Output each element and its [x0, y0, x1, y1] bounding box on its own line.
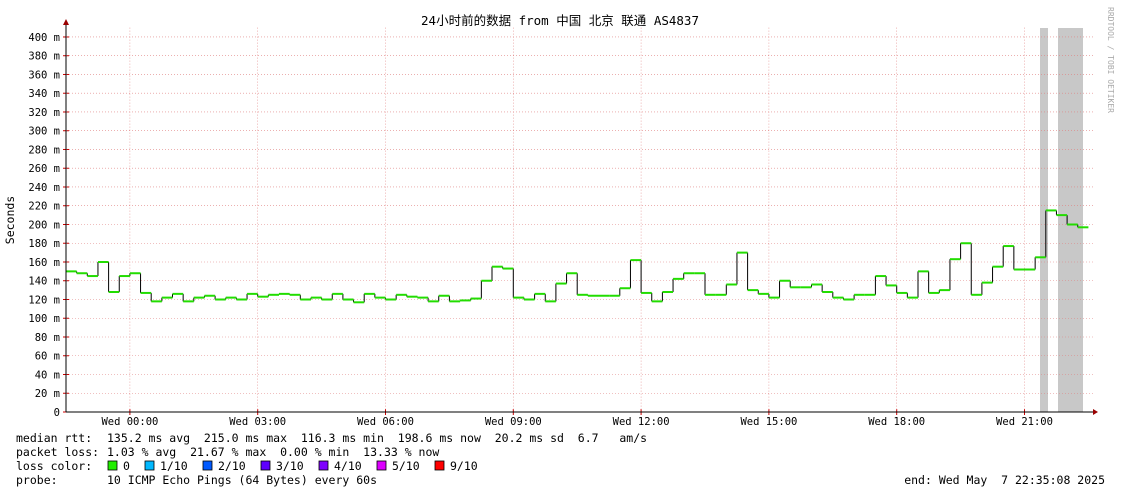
y-tick-label: 380 m [28, 51, 60, 63]
stat-text: 135.2 ms avg 215.0 ms max 116.3 ms min 1… [107, 431, 647, 445]
legend-entry: 1/10 [160, 459, 188, 473]
legend-swatch [376, 460, 387, 471]
x-tick-label: Wed 21:00 [996, 416, 1053, 428]
x-tick-label: Wed 12:00 [613, 416, 670, 428]
x-tick-label: Wed 15:00 [740, 416, 797, 428]
x-tick-label: Wed 00:00 [101, 416, 158, 428]
stat-text: 1.03 % avg 21.67 % max 0.00 % min 13.33 … [107, 445, 439, 459]
y-tick-label: 100 m [28, 313, 60, 325]
y-tick-label: 320 m [28, 107, 60, 119]
y-tick-label: 120 m [28, 294, 60, 306]
smoke-block [1058, 28, 1083, 412]
y-tick-label: 20 m [35, 388, 60, 400]
y-tick-label: 180 m [28, 238, 60, 250]
legend-swatch [434, 460, 445, 471]
legend-entry: 2/10 [218, 459, 246, 473]
legend-entry: 3/10 [276, 459, 304, 473]
y-tick-label: 300 m [28, 126, 60, 138]
watermark: RRDTOOL / TOBI OETIKER [1106, 7, 1115, 113]
y-tick-label: 80 m [35, 332, 60, 344]
legend-swatch [202, 460, 213, 471]
y-axis-label: Seconds [3, 196, 17, 244]
x-tick-label: Wed 06:00 [357, 416, 414, 428]
y-tick-label: 400 m [28, 32, 60, 44]
y-tick-label: 0 [54, 407, 60, 419]
legend-swatch [318, 460, 329, 471]
x-tick-label: Wed 09:00 [485, 416, 542, 428]
legend-entry: 4/10 [334, 459, 362, 473]
y-tick-label: 200 m [28, 219, 60, 231]
x-tick-label: Wed 03:00 [229, 416, 286, 428]
legend-swatch [144, 460, 155, 471]
y-tick-label: 260 m [28, 163, 60, 175]
legend-entry: 5/10 [392, 459, 420, 473]
y-tick-label: 40 m [35, 369, 60, 381]
chart-title: 24小时前的数据 from 中国 北京 联通 AS4837 [421, 13, 699, 28]
end-time: end: Wed May 7 22:35:08 2025 [904, 473, 1105, 487]
y-tick-label: 240 m [28, 182, 60, 194]
legend-entry: 0 [123, 459, 130, 473]
axis-arrow [1093, 409, 1098, 415]
footer: median rtt: 135.2 ms avg 215.0 ms max 11… [16, 431, 1105, 487]
y-tick-label: 140 m [28, 276, 60, 288]
y-tick-label: 160 m [28, 257, 60, 269]
legend-entry: 9/10 [450, 459, 478, 473]
plot [63, 27, 1093, 415]
y-tick-label: 60 m [35, 351, 60, 363]
legend-swatch [260, 460, 271, 471]
y-tick-label: 340 m [28, 88, 60, 100]
smoke-block [1040, 28, 1048, 412]
y-tick-label: 360 m [28, 69, 60, 81]
stat-label: median rtt: [16, 431, 92, 445]
legend-label: loss color: [16, 459, 92, 473]
probe-label: probe: [16, 473, 58, 487]
y-tick-label: 220 m [28, 201, 60, 213]
y-tick-label: 280 m [28, 144, 60, 156]
axis-arrow [63, 19, 69, 25]
stat-label: packet loss: [16, 445, 99, 459]
probe-text: 10 ICMP Echo Pings (64 Bytes) every 60s [107, 473, 377, 487]
legend-swatch [107, 460, 118, 471]
x-tick-label: Wed 18:00 [868, 416, 925, 428]
